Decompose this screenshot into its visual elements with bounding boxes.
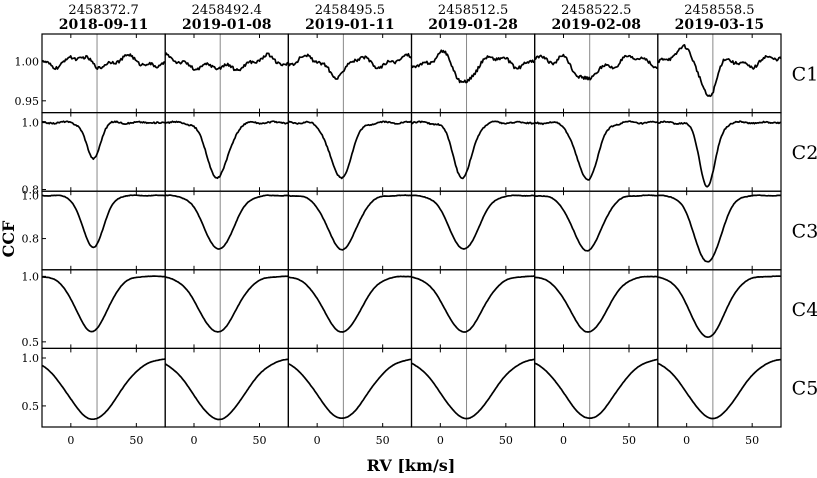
- panel-frame: [41, 33, 166, 114]
- ccf-series-line: [657, 358, 782, 420]
- y-tick-label: 1.0: [22, 352, 40, 365]
- ccf-series-line: [288, 275, 412, 333]
- ccf-series-line: [164, 52, 289, 72]
- panel-frame: [534, 347, 659, 428]
- ccf-series-line: [411, 275, 535, 333]
- y-tick-label: 1.0: [22, 270, 40, 283]
- ccf-series-line: [287, 120, 413, 180]
- ccf-series-line: [164, 120, 289, 180]
- ccf-series-line: [41, 275, 166, 333]
- x-tick-label: 0: [683, 434, 690, 447]
- x-tick-label: 0: [67, 434, 74, 447]
- ccf-series-line: [41, 194, 166, 249]
- x-axis-label: RV [km/s]: [367, 456, 456, 475]
- panel-frame: [164, 269, 289, 349]
- y-axis-label: CCF: [0, 220, 18, 257]
- x-tick-label: 50: [622, 434, 636, 447]
- panel-frame: [41, 347, 166, 428]
- panel-frame: [534, 190, 659, 271]
- panel-frame: [657, 269, 782, 349]
- y-tick-label: 0.5: [22, 336, 40, 349]
- x-tick-label: 50: [745, 434, 759, 447]
- component-label: C3: [792, 221, 817, 243]
- x-tick-label: 0: [437, 434, 444, 447]
- ccf-series-line: [164, 358, 289, 421]
- component-label: C4: [792, 299, 817, 321]
- x-tick-label: 50: [499, 434, 513, 447]
- x-tick-label: 50: [253, 434, 267, 447]
- x-tick-label: 0: [190, 434, 197, 447]
- y-tick-label: 1.0: [22, 190, 40, 203]
- ccf-series-line: [657, 275, 781, 338]
- panel-frame: [41, 269, 166, 349]
- epoch-date-label: 2019-01-11: [305, 17, 395, 33]
- ccf-series-line: [165, 194, 289, 250]
- y-tick-label: 0.95: [15, 95, 40, 108]
- ccf-series-line: [534, 53, 658, 81]
- panel-frame: [41, 111, 166, 192]
- panel-frame: [164, 190, 289, 271]
- epoch-jd-label: 2458512.5: [438, 3, 508, 18]
- panel-frame: [410, 33, 536, 114]
- y-tick-label: 0.8: [22, 184, 40, 197]
- y-tick-label: 0.8: [22, 233, 40, 246]
- x-tick-label: 50: [376, 434, 390, 447]
- y-tick-label: 0.5: [22, 400, 40, 413]
- panel-frame: [410, 269, 536, 349]
- ccf-series-line: [165, 275, 289, 333]
- panel-frame: [410, 347, 536, 428]
- panel-frame: [164, 33, 289, 114]
- ccf-series-line: [287, 52, 413, 80]
- ccf-series-line: [411, 358, 535, 420]
- panel-frame: [164, 347, 289, 428]
- ccf-series-line: [41, 53, 166, 71]
- panel-frame: [287, 190, 413, 271]
- figure-labels: RV [km/s] CCF: [0, 220, 455, 475]
- epoch-date-label: 2019-01-28: [428, 17, 518, 33]
- x-tick-label: 50: [129, 434, 143, 447]
- panel-frame: [164, 111, 289, 192]
- panel-frame: [287, 33, 413, 114]
- epoch-date-label: 2019-02-08: [551, 17, 641, 33]
- ccf-series-line: [657, 44, 782, 98]
- epoch-date-label: 2019-01-08: [182, 17, 272, 33]
- ccf-series-line: [657, 120, 782, 188]
- ccf-series-line: [288, 194, 412, 251]
- ccf-series-line: [411, 194, 535, 250]
- y-tick-label: 1.00: [15, 56, 40, 69]
- panel-frame: [287, 111, 413, 192]
- epoch-date-label: 2019-03-15: [675, 17, 765, 33]
- epoch-jd-label: 2458495.5: [315, 3, 385, 18]
- ccf-series-line: [534, 120, 659, 181]
- panel-frame: [657, 190, 782, 271]
- panel-frame: [534, 269, 659, 349]
- epoch-jd-label: 2458522.5: [561, 3, 631, 18]
- component-label: C1: [792, 63, 817, 85]
- epoch-jd-label: 2458372.7: [68, 3, 138, 18]
- ccf-series-line: [287, 358, 412, 420]
- panel-frame: [657, 33, 782, 114]
- ccf-series-line: [534, 194, 658, 252]
- panel-frame: [410, 190, 536, 271]
- component-label: C2: [792, 142, 817, 164]
- ccf-series-line: [534, 275, 658, 333]
- y-tick-label: 1.0: [22, 117, 40, 130]
- component-label: C5: [792, 378, 817, 400]
- ccf-series-line: [410, 49, 536, 84]
- epoch-jd-label: 2458558.5: [684, 3, 754, 18]
- ccf-series-line: [411, 120, 535, 180]
- panel-frame: [41, 190, 166, 271]
- epoch-date-label: 2018-09-11: [59, 17, 149, 33]
- ccf-series-line: [41, 358, 166, 421]
- ccf-series-line: [657, 194, 782, 263]
- epoch-jd-label: 2458492.4: [192, 3, 262, 18]
- x-tick-label: 0: [560, 434, 567, 447]
- panel-frame: [657, 347, 782, 428]
- ccf-series-line: [534, 358, 658, 420]
- ccf-series-line: [41, 120, 166, 161]
- x-tick-label: 0: [314, 434, 321, 447]
- panel-frame: [287, 269, 413, 349]
